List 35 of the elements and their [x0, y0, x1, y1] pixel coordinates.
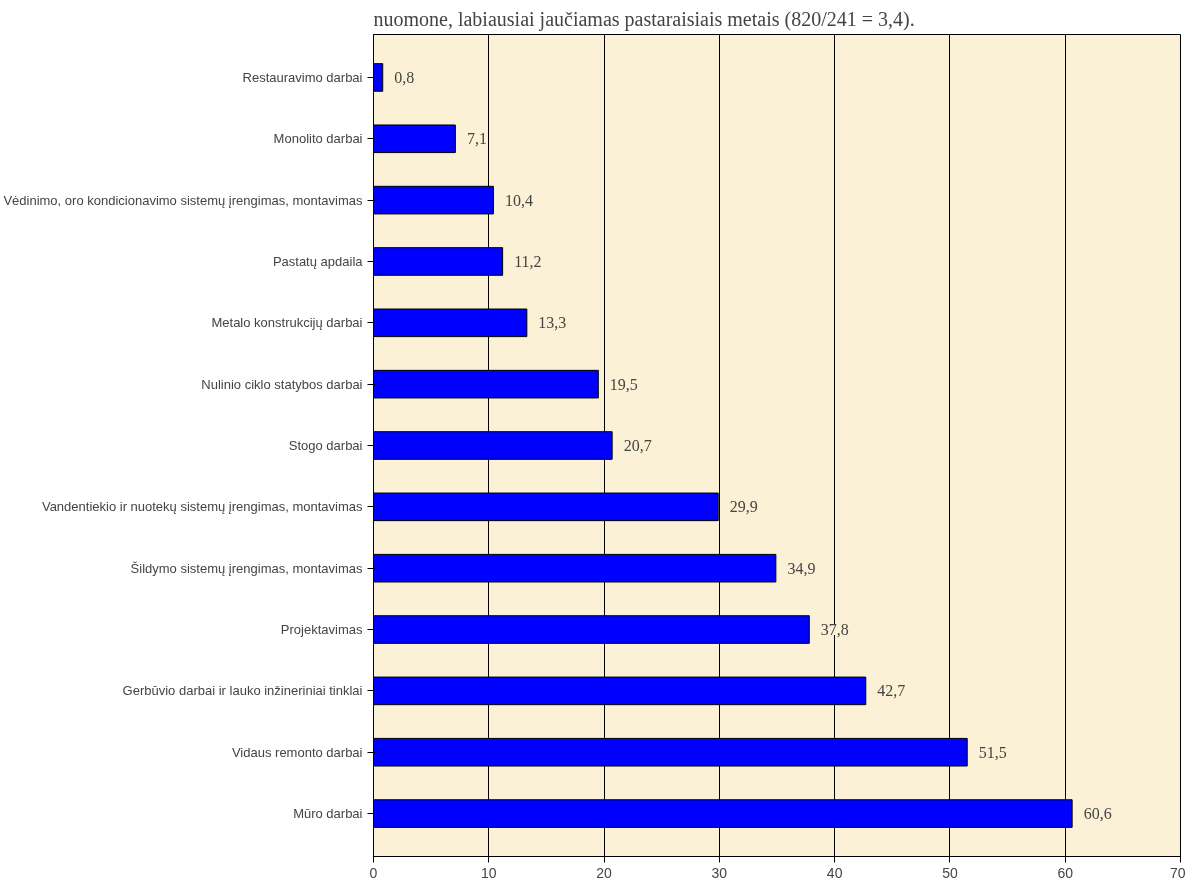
- y-tick-label: Monolito darbai: [273, 131, 363, 147]
- data-label: 20,7: [623, 437, 652, 454]
- x-tick-label: 50: [942, 864, 958, 881]
- y-tick-label: Metalo konstrukcijų darbai: [211, 315, 363, 331]
- x-tick-label: 10: [481, 864, 497, 881]
- y-tick-label: Stogo darbai: [288, 438, 363, 453]
- y-tick-label: Pastatų apdaila: [272, 253, 364, 269]
- y-tick-label: Mūro darbai: [293, 806, 363, 822]
- y-tick-label: Vėdinimo, oro kondicionavimo sistemų įrengimas, montavimas: [3, 192, 363, 208]
- chart-title: nuomone, labiausiai jaučiamas pastaraisiais metais (820/241 = 3,4).: [373, 7, 915, 31]
- x-tick-label: 20: [596, 864, 613, 881]
- y-tick-label: Gerbūvio darbai ir lauko inžineriniai tinklai: [122, 683, 363, 699]
- x-tick-label: 0: [369, 864, 378, 881]
- y-tick-label: Restauravimo darbai: [242, 69, 363, 85]
- y-tick-label: Nulinio ciklo statybos darbai: [201, 376, 363, 392]
- y-tick-label: Šildymo sistemų įrengimas, montavimas: [130, 560, 363, 576]
- x-tick-label: 40: [826, 864, 843, 881]
- x-tick-label: 60: [1057, 864, 1074, 881]
- y-tick-label: Projektavimas: [280, 622, 363, 638]
- data-label: 42,7: [877, 682, 906, 700]
- data-label: 19,5: [609, 375, 638, 393]
- data-label: 11,2: [514, 252, 542, 270]
- data-label: 34,9: [787, 559, 816, 577]
- data-label: 0,8: [394, 68, 415, 86]
- data-label: 29,9: [729, 498, 758, 516]
- data-label: 37,8: [820, 621, 849, 639]
- data-label: 7,1: [466, 130, 487, 148]
- x-tick-label: 30: [711, 864, 728, 881]
- y-tick-label: Vandentiekio ir nuotekų sistemų įrengimas, montavimas: [41, 499, 363, 515]
- data-label: 60,6: [1083, 805, 1112, 823]
- data-label: 13,3: [538, 314, 567, 332]
- y-tick-label: Vidaus remonto darbai: [231, 744, 363, 760]
- data-label: 10,4: [504, 191, 533, 209]
- x-tick-label: 70: [1169, 864, 1186, 881]
- data-label: 51,5: [978, 743, 1007, 761]
